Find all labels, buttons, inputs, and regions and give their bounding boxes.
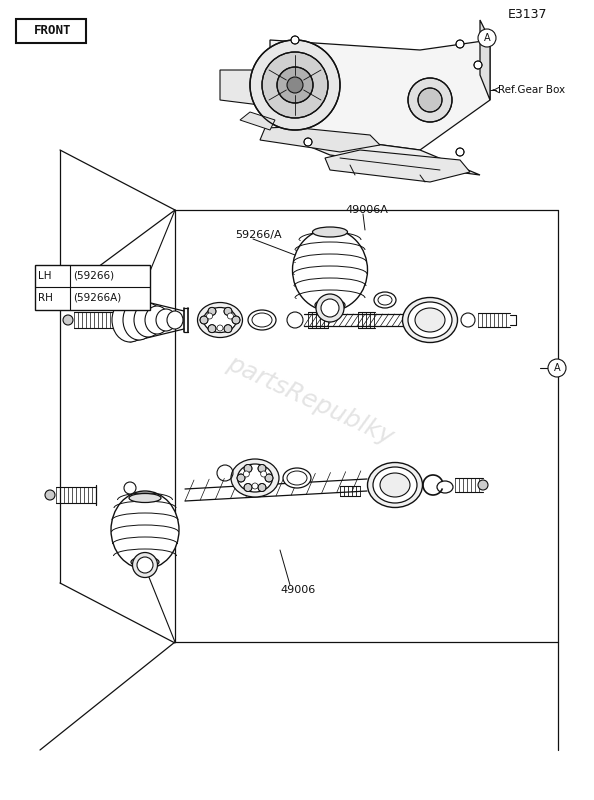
Ellipse shape bbox=[380, 473, 410, 497]
Circle shape bbox=[456, 40, 464, 48]
Text: A: A bbox=[484, 33, 490, 43]
Text: RH: RH bbox=[38, 293, 53, 303]
Circle shape bbox=[208, 325, 216, 333]
Circle shape bbox=[408, 78, 452, 122]
Bar bbox=[16, 19, 86, 43]
Ellipse shape bbox=[167, 311, 183, 329]
Ellipse shape bbox=[132, 553, 157, 578]
Circle shape bbox=[304, 138, 312, 146]
Ellipse shape bbox=[131, 557, 159, 567]
Circle shape bbox=[200, 316, 208, 324]
Ellipse shape bbox=[374, 292, 396, 308]
Circle shape bbox=[252, 483, 258, 489]
Circle shape bbox=[548, 359, 566, 377]
Polygon shape bbox=[270, 130, 480, 175]
Polygon shape bbox=[220, 70, 270, 105]
Circle shape bbox=[456, 148, 464, 156]
Ellipse shape bbox=[238, 464, 273, 492]
Ellipse shape bbox=[112, 298, 148, 342]
Bar bbox=[35, 265, 150, 310]
Text: Ref.Gear Box: Ref.Gear Box bbox=[498, 85, 565, 95]
Ellipse shape bbox=[283, 468, 311, 488]
Ellipse shape bbox=[368, 462, 422, 507]
Circle shape bbox=[63, 315, 73, 325]
Circle shape bbox=[244, 465, 252, 473]
Text: FRONT: FRONT bbox=[34, 25, 72, 38]
Text: (59266): (59266) bbox=[73, 271, 114, 281]
Polygon shape bbox=[480, 20, 490, 100]
Circle shape bbox=[258, 483, 266, 491]
Circle shape bbox=[474, 61, 482, 69]
Circle shape bbox=[258, 465, 266, 473]
Circle shape bbox=[237, 474, 245, 482]
Ellipse shape bbox=[373, 467, 417, 503]
Circle shape bbox=[277, 67, 313, 103]
Ellipse shape bbox=[292, 229, 368, 311]
Ellipse shape bbox=[129, 494, 161, 502]
Ellipse shape bbox=[137, 557, 153, 573]
Ellipse shape bbox=[403, 298, 457, 342]
Polygon shape bbox=[270, 40, 490, 150]
Circle shape bbox=[418, 88, 442, 112]
Circle shape bbox=[45, 490, 55, 500]
Text: 49006: 49006 bbox=[280, 585, 315, 595]
Ellipse shape bbox=[123, 300, 155, 340]
Ellipse shape bbox=[156, 309, 176, 331]
Ellipse shape bbox=[111, 491, 179, 569]
Text: 59266/A: 59266/A bbox=[235, 230, 282, 240]
Text: LH: LH bbox=[38, 271, 52, 281]
Circle shape bbox=[228, 313, 233, 319]
Ellipse shape bbox=[145, 306, 169, 334]
Text: 49006A: 49006A bbox=[345, 205, 388, 215]
Ellipse shape bbox=[315, 299, 345, 311]
Ellipse shape bbox=[408, 302, 452, 338]
Circle shape bbox=[244, 483, 252, 491]
Circle shape bbox=[265, 474, 273, 482]
Ellipse shape bbox=[316, 294, 344, 322]
Circle shape bbox=[124, 482, 136, 494]
Text: (59266A): (59266A) bbox=[73, 293, 121, 303]
Circle shape bbox=[244, 471, 249, 477]
Ellipse shape bbox=[415, 308, 445, 332]
Circle shape bbox=[208, 307, 216, 315]
Polygon shape bbox=[260, 127, 380, 152]
Text: A: A bbox=[554, 363, 560, 373]
Ellipse shape bbox=[134, 303, 162, 337]
Circle shape bbox=[224, 325, 232, 333]
Circle shape bbox=[287, 77, 303, 93]
Circle shape bbox=[224, 307, 232, 315]
Polygon shape bbox=[325, 150, 470, 182]
Text: E3137: E3137 bbox=[508, 9, 548, 22]
Circle shape bbox=[232, 316, 240, 324]
Circle shape bbox=[217, 325, 223, 331]
Circle shape bbox=[478, 29, 496, 47]
Ellipse shape bbox=[248, 310, 276, 330]
Circle shape bbox=[207, 313, 213, 319]
Circle shape bbox=[250, 40, 340, 130]
Ellipse shape bbox=[312, 227, 347, 237]
Ellipse shape bbox=[321, 299, 339, 317]
Circle shape bbox=[291, 36, 299, 44]
Ellipse shape bbox=[204, 307, 236, 333]
Circle shape bbox=[478, 480, 488, 490]
Circle shape bbox=[262, 52, 328, 118]
Ellipse shape bbox=[197, 302, 242, 338]
Text: partsRepublky: partsRepublky bbox=[223, 351, 397, 449]
Ellipse shape bbox=[437, 481, 453, 493]
Circle shape bbox=[261, 471, 267, 477]
Polygon shape bbox=[240, 112, 275, 130]
Ellipse shape bbox=[231, 459, 279, 497]
